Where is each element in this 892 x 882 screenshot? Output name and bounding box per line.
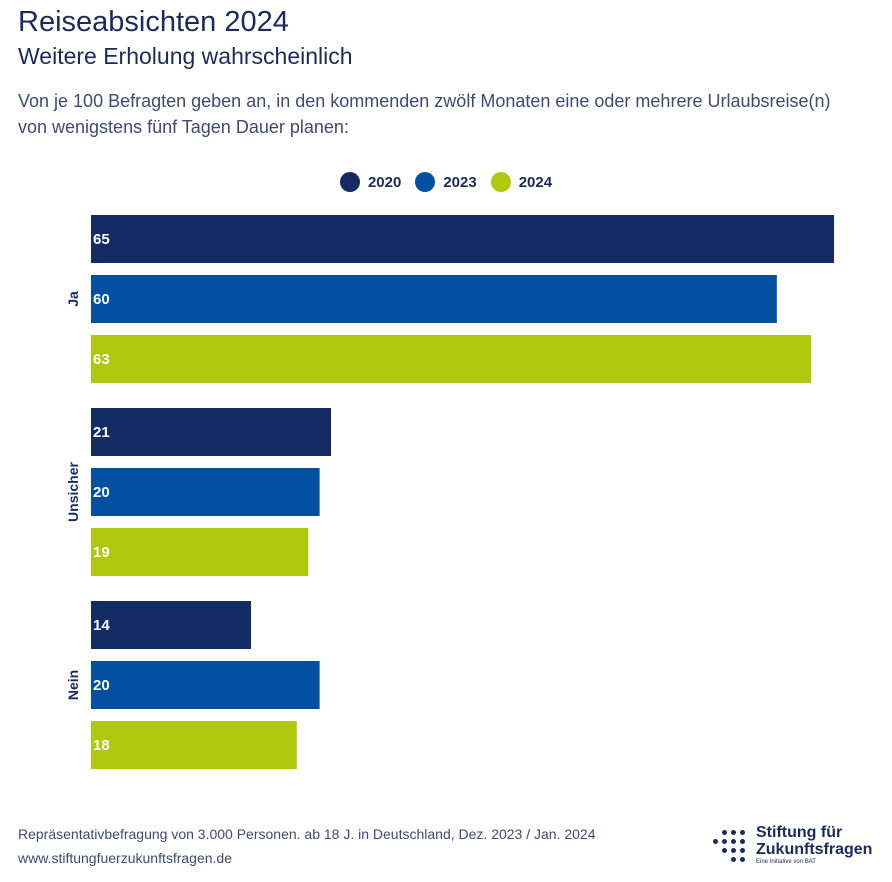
logo-line-2: Zukunftsfragen <box>756 841 873 858</box>
data-label-nein-2020: 14 <box>93 617 110 634</box>
bar-unsicher-2024 <box>91 528 309 576</box>
bar-unsicher-2020 <box>91 408 332 456</box>
data-label-ja-2024: 63 <box>93 351 110 368</box>
bar-nein-2020 <box>91 601 252 649</box>
bar-ja-2024 <box>91 335 812 383</box>
legend-label-2024: 2024 <box>518 173 553 191</box>
legend-label-2023: 2023 <box>443 173 477 191</box>
logo-line-1: Stiftung für <box>756 824 843 841</box>
data-label-ja-2020: 65 <box>93 231 110 248</box>
legend-marker-2024 <box>490 172 511 192</box>
logo-dots-icon <box>712 828 752 868</box>
legend-label-2020: 2020 <box>367 173 402 191</box>
bar-nein-2024 <box>91 721 297 769</box>
data-label-nein-2023: 20 <box>93 677 110 694</box>
chart-description: Von je 100 Befragten geben an, in den ko… <box>18 91 831 137</box>
category-label-nein: Nein <box>65 670 81 700</box>
data-label-unsicher-2020: 21 <box>93 424 110 441</box>
footer-url[interactable]: www.stiftungfuerzukunftsfragen.de <box>18 850 233 866</box>
footer-note: Repräsentativbefragung von 3.000 Persone… <box>18 826 596 842</box>
legend-marker-2020 <box>339 172 360 192</box>
logo-text: Stiftung für Zukunftsfragen <box>756 824 872 858</box>
legend-item-2024: 2024 <box>490 172 553 192</box>
legend-item-2023: 2023 <box>415 172 477 192</box>
logo-tagline: Eine Initiative von BAT <box>756 859 816 865</box>
legend: 2020 2023 2024 <box>0 172 892 192</box>
data-label-ja-2023: 60 <box>93 291 110 308</box>
data-label-unsicher-2024: 19 <box>93 544 110 561</box>
bar-ja-2023 <box>91 275 777 323</box>
data-label-nein-2024: 18 <box>93 737 110 754</box>
category-label-ja: Ja <box>65 291 81 307</box>
legend-item-2020: 2020 <box>339 172 402 192</box>
legend-marker-2023 <box>415 172 436 192</box>
bar-unsicher-2023 <box>91 468 320 516</box>
bar-nein-2023 <box>91 661 320 709</box>
logo: Stiftung für Zukunftsfragen Eine Initiat… <box>712 824 887 870</box>
category-label-unsicher: Unsicher <box>65 461 81 521</box>
bar-ja-2020 <box>91 215 834 263</box>
chart-title: Reiseabsichten 2024 <box>18 6 289 38</box>
chart-subtitle: Weitere Erholung wahrscheinlich <box>18 43 353 69</box>
data-label-unsicher-2023: 20 <box>93 484 110 501</box>
